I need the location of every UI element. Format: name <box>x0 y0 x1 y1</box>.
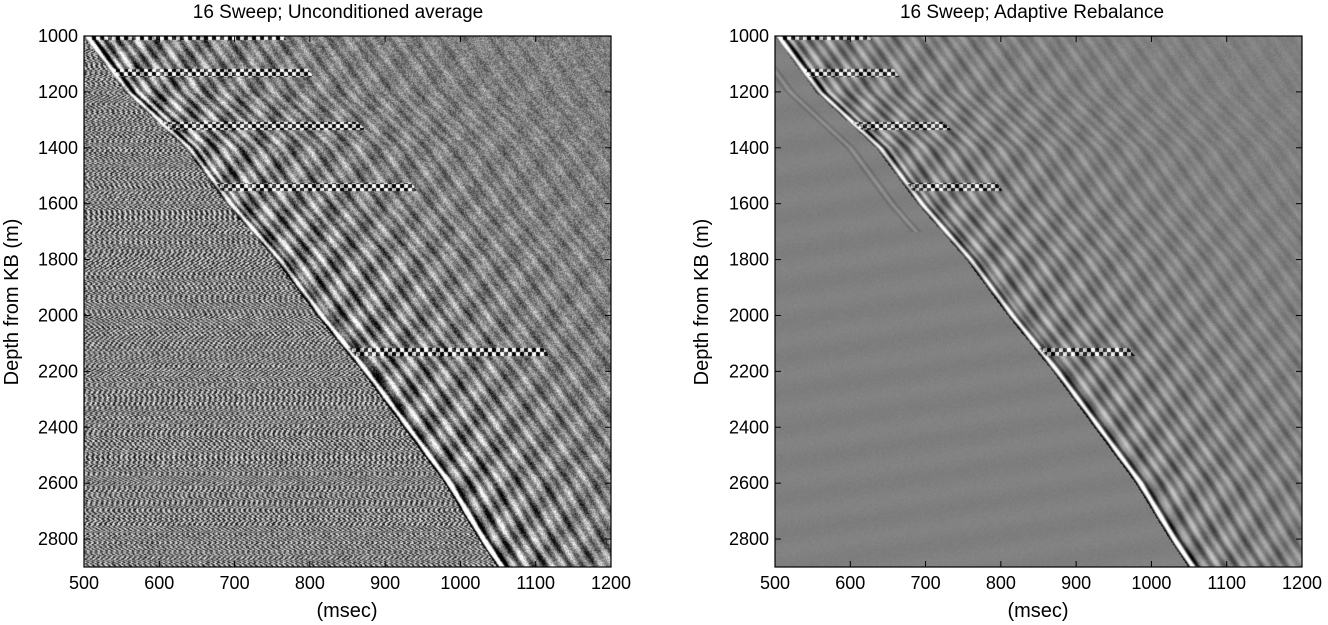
x-tick-label: 600 <box>144 573 174 593</box>
y-tick-label: 2600 <box>729 473 769 493</box>
y-axis-right: 1000 1200 1400 1600 1800 2000 2200 2400 2600 2800 <box>729 26 1302 549</box>
y-tick-label: 2800 <box>729 529 769 549</box>
x-tick-label: 500 <box>69 573 99 593</box>
y-tick-label: 1800 <box>729 250 769 270</box>
y-tick-label: 2000 <box>729 305 769 325</box>
x-tick-label: 1000 <box>440 573 480 593</box>
y-tick-label: 2800 <box>38 529 78 549</box>
seismic-image-left <box>84 36 611 567</box>
y-tick-label: 1400 <box>38 138 78 158</box>
y-tick-label: 2000 <box>38 305 78 325</box>
y-tick-label: 1000 <box>729 26 769 46</box>
x-tick-label: 700 <box>911 573 941 593</box>
y-axis-label-right: Depth from KB (m) <box>691 219 713 386</box>
x-tick-label: 800 <box>295 573 325 593</box>
x-tick-label: 1200 <box>591 573 631 593</box>
x-tick-label: 1000 <box>1131 573 1171 593</box>
y-tick-label: 2600 <box>38 473 78 493</box>
x-tick-label: 900 <box>1061 573 1091 593</box>
panel-left: 16 Sweep; Unconditioned average 500 600 70… <box>1 2 631 622</box>
y-tick-label: 1000 <box>38 26 78 46</box>
seismic-image-right <box>775 36 1302 567</box>
x-axis-label-right: (msec) <box>1007 600 1068 622</box>
x-axis-label-left: (msec) <box>316 600 377 622</box>
y-tick-label: 2400 <box>729 417 769 437</box>
y-tick-label: 2200 <box>729 361 769 381</box>
x-tick-label: 900 <box>370 573 400 593</box>
chart-title-left: 16 Sweep; Unconditioned average <box>193 2 483 23</box>
x-tick-label: 1100 <box>1207 573 1246 593</box>
y-tick-label: 1200 <box>729 82 769 102</box>
x-tick-label: 500 <box>760 573 790 593</box>
x-tick-label: 1200 <box>1282 573 1322 593</box>
panel-right: 16 Sweep; Adaptive Rebalance 500 600 700 80… <box>691 2 1322 622</box>
x-tick-label: 1100 <box>516 573 555 593</box>
y-tick-label: 1400 <box>729 138 769 158</box>
y-tick-label: 2400 <box>38 417 78 437</box>
x-tick-label: 700 <box>220 573 250 593</box>
y-axis-left: 1000 1200 1400 1600 1800 2000 2200 2400 2600 2800 <box>38 26 611 549</box>
chart-title-right: 16 Sweep; Adaptive Rebalance <box>900 2 1164 23</box>
plot-frame-left <box>83 35 612 568</box>
plot-frame-right <box>774 35 1303 568</box>
x-axis-left: 500 600 700 800 900 1000 1100 1200 <box>69 36 631 593</box>
x-axis-right: 500 600 700 800 900 1000 1100 1200 <box>760 36 1322 593</box>
y-tick-label: 2200 <box>38 361 78 381</box>
x-tick-label: 800 <box>986 573 1016 593</box>
y-tick-label: 1200 <box>38 82 78 102</box>
y-tick-label: 1600 <box>729 194 769 214</box>
x-tick-label: 600 <box>835 573 865 593</box>
y-axis-label-left: Depth from KB (m) <box>1 219 23 386</box>
y-tick-label: 1600 <box>38 194 78 214</box>
y-tick-label: 1800 <box>38 250 78 270</box>
